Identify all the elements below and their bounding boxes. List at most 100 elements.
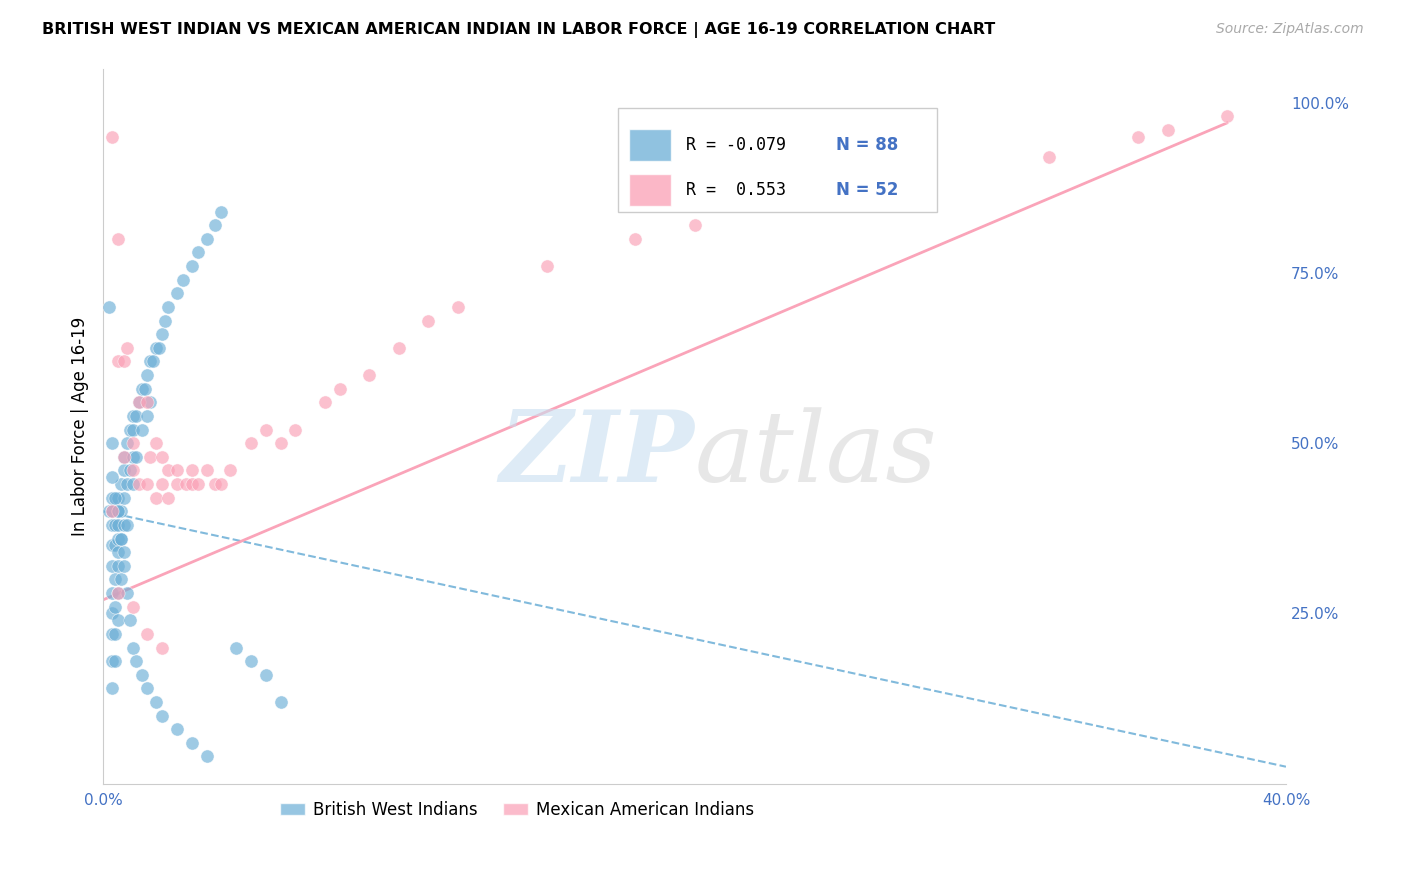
Point (131, 382, 153, 396)
Point (128, 395, 150, 409)
Point (624, 232, 647, 246)
Point (166, 723, 188, 737)
Point (240, 436, 263, 450)
Point (101, 436, 124, 450)
Point (195, 232, 218, 246)
Point (225, 640, 247, 655)
Point (195, 749, 218, 764)
Point (121, 640, 143, 655)
Point (128, 477, 150, 491)
Point (284, 423, 307, 437)
Point (359, 368, 381, 382)
Point (112, 545, 135, 559)
Point (204, 477, 226, 491)
Point (115, 517, 138, 532)
Point (110, 532, 132, 546)
Point (195, 463, 218, 477)
Point (104, 627, 127, 641)
Point (115, 586, 138, 600)
Point (101, 504, 124, 518)
Point (150, 640, 173, 655)
Point (166, 463, 188, 477)
Point (121, 436, 143, 450)
Text: BRITISH WEST INDIAN VS MEXICAN AMERICAN INDIAN IN LABOR FORCE | AGE 16-19 CORREL: BRITISH WEST INDIAN VS MEXICAN AMERICAN … (42, 22, 995, 38)
Point (254, 667, 277, 681)
Point (104, 517, 127, 532)
Point (118, 613, 141, 627)
Point (107, 558, 129, 573)
Point (124, 409, 146, 423)
Point (101, 504, 124, 518)
Point (148, 341, 170, 355)
Point (112, 450, 135, 464)
Point (115, 436, 138, 450)
Point (131, 667, 153, 681)
Point (124, 654, 146, 668)
Point (107, 504, 129, 518)
Point (150, 327, 173, 342)
Text: ZIP: ZIP (499, 407, 695, 503)
Point (118, 423, 141, 437)
Point (112, 491, 135, 505)
Point (107, 232, 129, 246)
Point (418, 313, 440, 327)
Point (136, 477, 159, 491)
Text: N = 88: N = 88 (837, 136, 898, 154)
Point (107, 545, 129, 559)
Point (187, 245, 209, 260)
Point (209, 477, 232, 491)
Point (101, 491, 124, 505)
Point (104, 654, 127, 668)
Point (121, 463, 143, 477)
Point (107, 491, 129, 505)
Text: N = 52: N = 52 (837, 181, 898, 199)
Point (219, 463, 242, 477)
Point (139, 354, 162, 368)
Point (172, 273, 194, 287)
Point (101, 681, 124, 696)
Point (101, 654, 124, 668)
Point (136, 681, 159, 696)
Point (166, 477, 188, 491)
Point (145, 491, 167, 505)
Point (128, 395, 150, 409)
Point (157, 463, 180, 477)
Point (180, 463, 202, 477)
Point (101, 627, 124, 641)
Point (121, 423, 143, 437)
Point (314, 395, 336, 409)
Point (112, 517, 135, 532)
Point (240, 654, 263, 668)
Point (329, 382, 352, 396)
Point (150, 708, 173, 723)
Point (101, 517, 124, 532)
Point (124, 450, 146, 464)
Text: R =  0.553: R = 0.553 (686, 181, 786, 199)
Point (254, 423, 277, 437)
Point (139, 395, 162, 409)
Point (136, 395, 159, 409)
Point (131, 423, 153, 437)
Point (831, 191, 853, 205)
Point (150, 450, 173, 464)
Point (112, 450, 135, 464)
Point (209, 204, 232, 219)
Point (1126, 129, 1149, 144)
Point (121, 450, 143, 464)
Point (157, 491, 180, 505)
Point (139, 450, 162, 464)
FancyBboxPatch shape (630, 174, 671, 206)
Point (136, 409, 159, 423)
Point (121, 409, 143, 423)
Point (174, 477, 197, 491)
Point (101, 558, 124, 573)
Point (1216, 109, 1239, 123)
Point (121, 477, 143, 491)
Point (101, 538, 124, 552)
Point (1156, 123, 1178, 137)
Point (155, 313, 177, 327)
Point (157, 300, 180, 314)
Point (145, 341, 167, 355)
Point (107, 586, 129, 600)
Legend: British West Indians, Mexican American Indians: British West Indians, Mexican American I… (273, 794, 761, 825)
